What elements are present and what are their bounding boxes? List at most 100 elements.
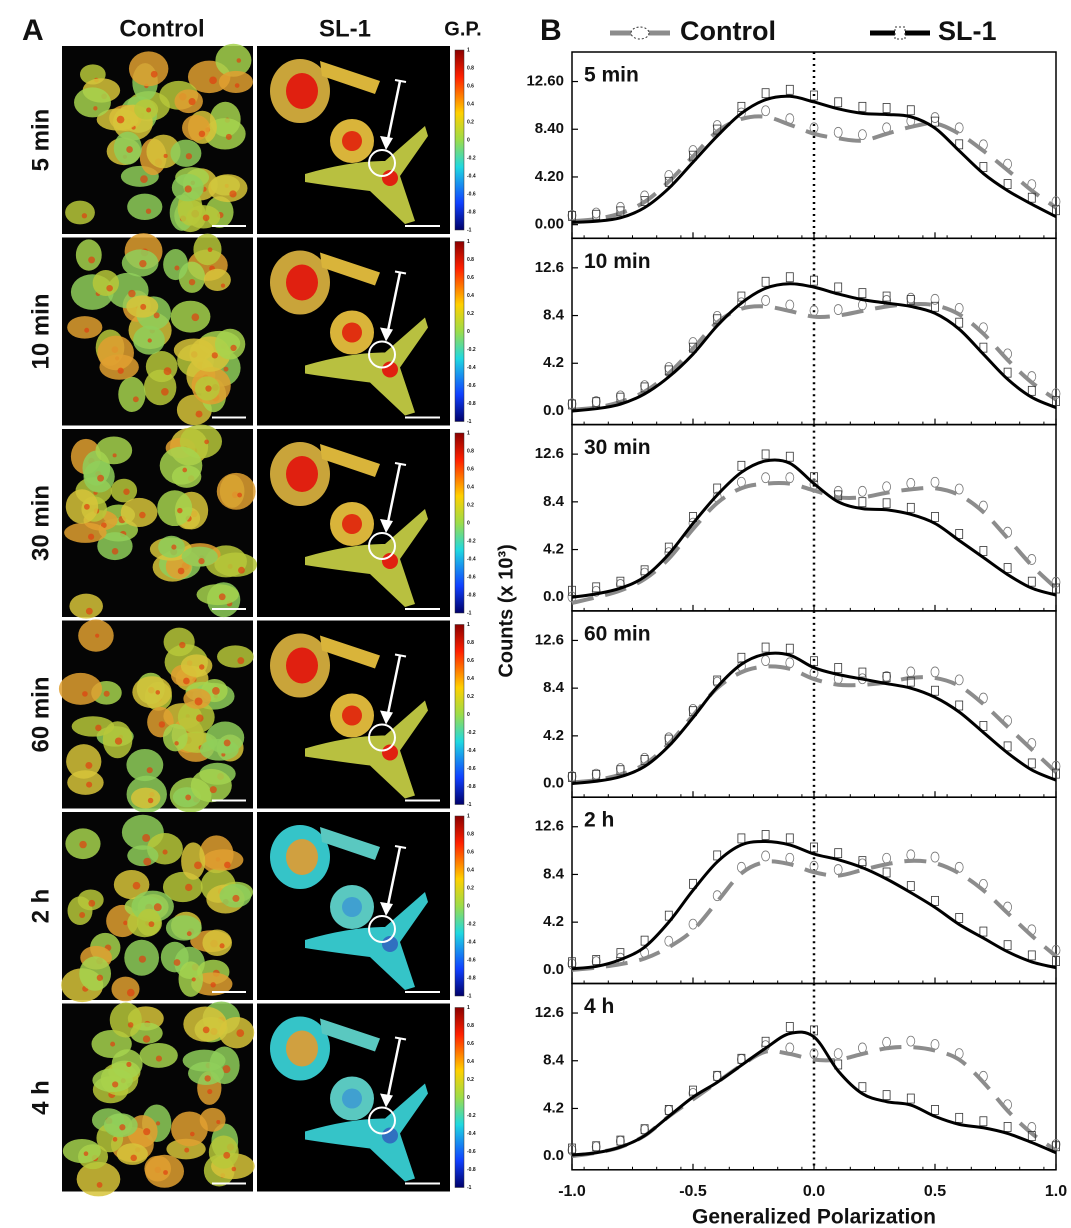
colorbar-tick-label: -0.6	[467, 383, 476, 389]
data-marker	[1027, 192, 1036, 203]
cell-core	[342, 131, 362, 151]
legend-marker	[630, 26, 650, 40]
data-marker	[979, 162, 988, 172]
data-marker	[1052, 205, 1060, 216]
data-marker	[931, 685, 939, 696]
colorbar-tick-label: -0.4	[467, 365, 476, 371]
cell-dot	[177, 567, 185, 575]
cell-dot	[182, 467, 188, 473]
cell-dot	[79, 912, 86, 919]
colorbar-tick-label: 0.2	[467, 311, 474, 317]
arrow-tail	[394, 845, 407, 849]
data-marker	[906, 1035, 916, 1047]
cell-dot	[204, 1075, 211, 1082]
plot-title: 30 min	[584, 436, 651, 459]
arrow-head	[380, 710, 393, 725]
cell	[206, 721, 245, 754]
cell-dot	[186, 931, 192, 937]
colorbar-tick-label: 1	[467, 47, 470, 53]
data-marker	[858, 667, 867, 678]
arrow	[385, 80, 402, 145]
cell-dot	[153, 903, 162, 912]
cell	[71, 716, 115, 737]
y-tick-label: 12.6	[535, 631, 564, 648]
cell-core	[342, 897, 362, 917]
cell	[217, 645, 254, 668]
data-marker	[1003, 1122, 1012, 1132]
colorbar-tick-label: 1	[467, 239, 470, 245]
data-marker	[954, 861, 964, 873]
cell-dot	[188, 278, 196, 286]
cell-dot	[230, 344, 237, 352]
data-marker	[761, 850, 770, 862]
cell-core	[286, 264, 318, 301]
colorbar-tick-label: -1	[467, 227, 472, 233]
data-marker	[592, 769, 601, 780]
cell-dot	[147, 338, 152, 343]
cell-dot	[223, 366, 229, 372]
cell-core	[286, 73, 318, 109]
data-marker	[954, 483, 964, 495]
cell-dot	[96, 1182, 103, 1188]
cell	[67, 770, 104, 795]
data-marker	[1027, 758, 1036, 769]
y-tick-label: 8.4	[543, 679, 565, 696]
cell	[111, 976, 140, 1002]
cell-dot	[161, 387, 169, 396]
cell-dot	[117, 367, 124, 374]
cell-dot	[130, 1154, 137, 1162]
cell	[188, 1061, 225, 1085]
cell-dot	[212, 687, 220, 695]
cell-dot	[155, 1055, 162, 1062]
column-header: Control	[119, 15, 204, 42]
cell	[214, 328, 246, 360]
plot-title: 5 min	[584, 64, 639, 87]
data-marker	[930, 112, 940, 123]
cell	[178, 961, 204, 997]
cell	[202, 929, 232, 956]
cell-dot	[111, 547, 119, 555]
cell-core	[342, 705, 362, 726]
colorbar	[454, 815, 465, 997]
cell-dot	[112, 453, 117, 458]
cell	[320, 61, 380, 94]
data-marker	[785, 272, 794, 283]
cell	[196, 584, 239, 606]
data-marker	[640, 1124, 649, 1135]
data-marker	[568, 957, 576, 968]
data-marker	[955, 913, 964, 923]
data-marker	[592, 397, 601, 408]
cell-dot	[103, 690, 110, 697]
cell-dot	[221, 752, 226, 757]
colorbar	[454, 432, 465, 614]
plot-frame	[571, 51, 1057, 240]
cell-dot	[126, 988, 135, 997]
cell-dot	[128, 289, 136, 298]
cell-dot	[114, 737, 123, 745]
data-marker	[906, 502, 915, 513]
data-marker	[616, 576, 625, 587]
y-tick-label: 4.2	[543, 541, 564, 558]
cell-dot	[198, 558, 205, 565]
colorbar-tick-label: 1	[467, 430, 470, 436]
colorbar-tick-label: 0.2	[467, 502, 474, 508]
cell-dot	[155, 1121, 161, 1126]
colorbar-tick-label: 0.8	[467, 1023, 474, 1029]
plot-title: 10 min	[584, 250, 651, 273]
colorbar-tick-label: 0	[467, 712, 470, 718]
cell-core	[382, 553, 398, 569]
data-marker	[906, 676, 915, 687]
series-line	[571, 840, 1057, 971]
cell	[182, 115, 211, 141]
data-marker	[688, 918, 698, 930]
cell-core	[382, 744, 398, 761]
data-marker	[906, 849, 916, 861]
data-marker	[1003, 563, 1012, 573]
cell-dot	[234, 83, 240, 88]
cell-dot	[207, 1089, 213, 1095]
cell-dot	[185, 794, 192, 801]
cell	[132, 676, 172, 709]
y-tick-label: 0.0	[543, 1147, 564, 1164]
y-tick-label: 0.0	[543, 402, 564, 419]
